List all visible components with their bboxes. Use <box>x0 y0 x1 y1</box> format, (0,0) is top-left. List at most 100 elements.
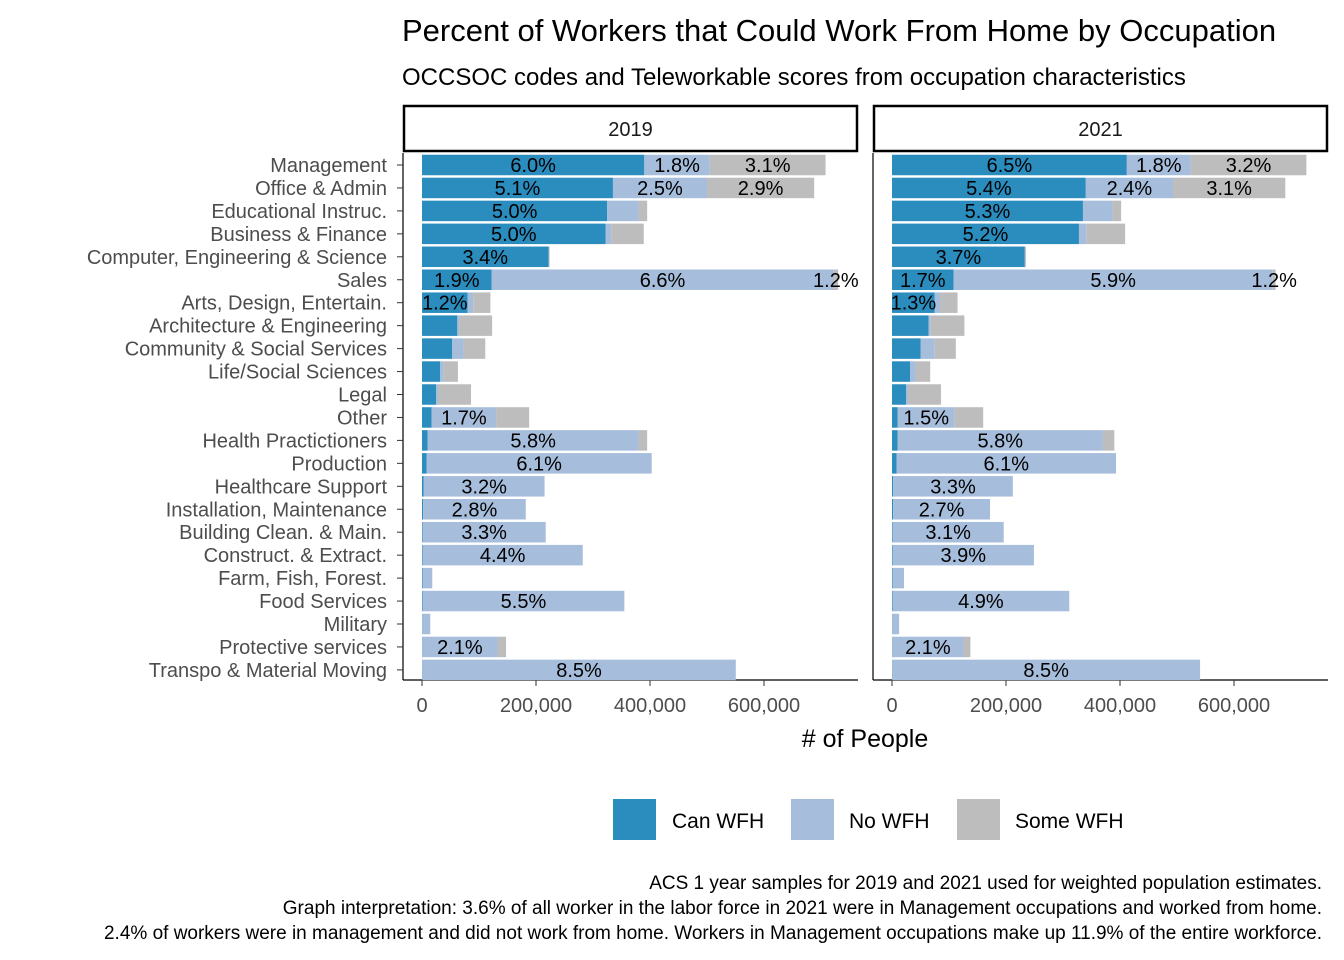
facet-strip-label-2019: 2019 <box>608 119 653 141</box>
bar-no-wfh-computer-engineering-science-2019 <box>548 246 550 268</box>
bar-no-wfh-transpo-material-moving-2021 <box>892 659 1201 681</box>
bar-no-wfh-military-2021 <box>892 613 900 635</box>
bar-no-wfh-educational-instruc-2019 <box>607 200 639 222</box>
bar-label-no-wfh-construct-extract-2021: 3.9% <box>940 545 986 567</box>
bar-can-wfh-community-social-services-2019 <box>422 338 453 359</box>
bar-label-some-wfh-management-2021: 3.2% <box>1226 155 1272 177</box>
legend-label-can-wfh: Can WFH <box>672 810 764 833</box>
bar-can-wfh-legal-2019 <box>422 384 437 405</box>
bar-no-wfh-computer-engineering-science-2021 <box>1024 246 1026 268</box>
bar-no-wfh-life-social-sciences-2021 <box>910 361 916 382</box>
bar-some-wfh-sales-2019 <box>833 269 839 290</box>
category-label-protective-services: Protective services <box>219 637 387 659</box>
bar-can-wfh-office-admin-2021 <box>892 177 1086 199</box>
x-tick-label: 200,000 <box>970 695 1042 717</box>
bar-label-no-wfh-health-practictioners-2021: 5.8% <box>978 430 1024 452</box>
bar-can-wfh-office-admin-2019 <box>422 177 613 199</box>
bar-can-wfh-management-2021 <box>892 154 1127 176</box>
bar-no-wfh-arts-design-entertain-2019 <box>467 292 474 313</box>
x-tick-label: 400,000 <box>614 695 686 717</box>
bar-no-wfh-architecture-engineering-2019 <box>457 315 460 336</box>
bar-label-can-wfh-business-finance-2019: 5.0% <box>491 224 537 246</box>
bar-no-wfh-building-clean-main-2021 <box>892 521 1004 543</box>
x-tick-label: 600,000 <box>728 695 800 717</box>
bar-some-wfh-sales-2021 <box>1272 269 1276 290</box>
bar-some-wfh-life-social-sciences-2019 <box>443 361 458 382</box>
bar-some-wfh-business-finance-2021 <box>1086 223 1126 245</box>
bar-no-wfh-production-2019 <box>426 453 652 474</box>
bar-label-no-wfh-food-services-2019: 5.5% <box>501 591 547 613</box>
bar-label-no-wfh-construct-extract-2019: 4.4% <box>480 545 526 567</box>
panel-2021: 2021 0 200,000 400,000 600,000 6.5% 1.8% 3.2% 5.… <box>872 104 1329 717</box>
category-label-computer-engineering-science: Computer, Engineering & Science <box>87 247 387 269</box>
bar-no-wfh-protective-services-2019 <box>422 636 498 658</box>
category-label-arts-design-entertain: Arts, Design, Entertain. <box>181 293 387 315</box>
bar-can-wfh-installation-maintenance-2019 <box>422 499 424 520</box>
category-label-management: Management <box>270 155 387 177</box>
bar-no-wfh-sales-2019 <box>491 269 834 290</box>
bar-some-wfh-architecture-engineering-2021 <box>930 315 965 336</box>
chart-title: Percent of Workers that Could Work From … <box>402 13 1276 48</box>
bar-label-no-wfh-other-2021: 1.5% <box>903 407 949 429</box>
bar-some-wfh-legal-2019 <box>437 384 472 405</box>
bar-no-wfh-life-social-sciences-2019 <box>440 361 444 382</box>
bar-no-wfh-food-services-2019 <box>422 590 625 612</box>
bar-can-wfh-other-2019 <box>422 407 432 428</box>
caption: ACS 1 year samples for 2019 and 2021 use… <box>104 873 1322 944</box>
bar-can-wfh-construct-extract-2021 <box>892 544 893 566</box>
bar-no-wfh-food-services-2021 <box>892 590 1070 612</box>
bar-label-can-wfh-office-admin-2019: 5.1% <box>495 178 541 200</box>
bar-label-no-wfh-health-practictioners-2019: 5.8% <box>510 430 556 452</box>
facet-strip-2021 <box>872 104 1329 153</box>
bar-no-wfh-arts-design-entertain-2021 <box>934 292 941 313</box>
bar-label-can-wfh-arts-design-entertain-2021: 1.3% <box>891 293 937 315</box>
bar-label-can-wfh-office-admin-2021: 5.4% <box>966 178 1012 200</box>
bar-no-wfh-community-social-services-2021 <box>920 338 935 359</box>
bar-no-wfh-installation-maintenance-2019 <box>423 499 526 520</box>
bar-some-wfh-management-2021 <box>1190 154 1307 176</box>
bar-no-wfh-farm-fish-forest-2019 <box>422 567 433 589</box>
bar-can-wfh-health-practictioners-2019 <box>422 430 428 451</box>
bar-some-wfh-other-2021 <box>954 407 984 428</box>
bar-some-wfh-protective-services-2019 <box>497 636 507 658</box>
bar-label-no-wfh-sales-2019: 6.6% <box>640 270 686 292</box>
category-label-building-clean-main: Building Clean. & Main. <box>179 522 387 544</box>
bar-some-wfh-educational-instruc-2019 <box>638 200 648 222</box>
category-label-military: Military <box>324 614 387 636</box>
category-label-architecture-engineering: Architecture & Engineering <box>149 316 387 338</box>
bar-label-no-wfh-management-2019: 1.8% <box>654 155 700 177</box>
bar-label-some-wfh-office-admin-2021: 3.1% <box>1206 178 1252 200</box>
bar-some-wfh-computer-engineering-science-2019 <box>549 246 550 268</box>
bar-no-wfh-office-admin-2021 <box>1085 177 1174 199</box>
bar-some-wfh-office-admin-2019 <box>707 177 815 199</box>
bar-can-wfh-computer-engineering-science-2021 <box>892 246 1025 268</box>
bar-label-can-wfh-business-finance-2021: 5.2% <box>963 224 1009 246</box>
bar-some-wfh-community-social-services-2019 <box>463 338 486 359</box>
bar-no-wfh-military-2019 <box>422 613 431 635</box>
bar-label-can-wfh-computer-engineering-science-2021: 3.7% <box>936 247 982 269</box>
bar-can-wfh-life-social-sciences-2021 <box>892 361 911 382</box>
bar-some-wfh-business-finance-2019 <box>611 223 644 245</box>
bar-label-can-wfh-educational-instruc-2019: 5.0% <box>492 201 538 223</box>
bar-label-can-wfh-educational-instruc-2021: 5.3% <box>965 201 1011 223</box>
x-axis-title: # of People <box>802 725 929 753</box>
bar-label-no-wfh-management-2021: 1.8% <box>1136 155 1182 177</box>
x-tick-label: 600,000 <box>1198 695 1270 717</box>
bar-no-wfh-health-practictioners-2019 <box>427 430 639 451</box>
facet-strip-label-2021: 2021 <box>1078 119 1123 141</box>
bar-can-wfh-legal-2021 <box>892 384 907 405</box>
bar-can-wfh-food-services-2019 <box>422 590 423 612</box>
category-label-production: Production <box>291 453 387 475</box>
bar-some-wfh-protective-services-2021 <box>963 636 971 658</box>
legend-label-no-wfh: No WFH <box>849 810 930 833</box>
bar-no-wfh-healthcare-support-2019 <box>423 476 545 497</box>
bar-label-no-wfh-installation-maintenance-2019: 2.8% <box>452 499 498 521</box>
bar-no-wfh-educational-instruc-2021 <box>1082 200 1113 222</box>
bar-label-some-wfh-office-admin-2019: 2.9% <box>738 178 784 200</box>
bar-label-no-wfh-transpo-material-moving-2019: 8.5% <box>556 660 602 682</box>
bar-can-wfh-food-services-2021 <box>892 590 893 612</box>
category-label-construct-extract: Construct. & Extract. <box>204 545 387 567</box>
bar-label-no-wfh-sales-2021: 5.9% <box>1090 270 1136 292</box>
category-label-community-social-services: Community & Social Services <box>125 339 387 361</box>
